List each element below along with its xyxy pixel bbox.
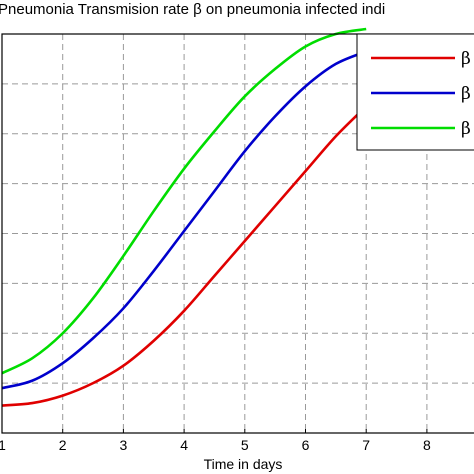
series-line-3 <box>1 27 367 375</box>
series-lines <box>1 27 368 407</box>
legend: βββ <box>356 33 474 151</box>
x-tick-label: 5 <box>241 437 249 453</box>
x-axis-label: Time in days <box>204 456 283 472</box>
series-line-2 <box>1 50 367 390</box>
series-line-1 <box>1 105 368 407</box>
x-tick-label: 6 <box>302 437 310 453</box>
plot-frame <box>1 33 474 434</box>
x-tick-label: 3 <box>120 437 128 453</box>
x-tick-label: 8 <box>423 437 431 453</box>
x-tick-label: 1 <box>0 437 6 453</box>
grid <box>2 34 474 433</box>
chart-title: Pneumonia Transmision rate β on pneumoni… <box>0 1 385 18</box>
x-tick-label: 4 <box>180 437 188 453</box>
legend-label-1: β <box>461 49 471 69</box>
legend-label-3: β <box>461 119 471 139</box>
x-tick-labels: 1 2 3 4 5 6 7 8 <box>0 429 431 453</box>
x-tick-label: 2 <box>59 437 67 453</box>
legend-label-2: β <box>461 84 471 104</box>
x-tick-label: 7 <box>362 437 370 453</box>
